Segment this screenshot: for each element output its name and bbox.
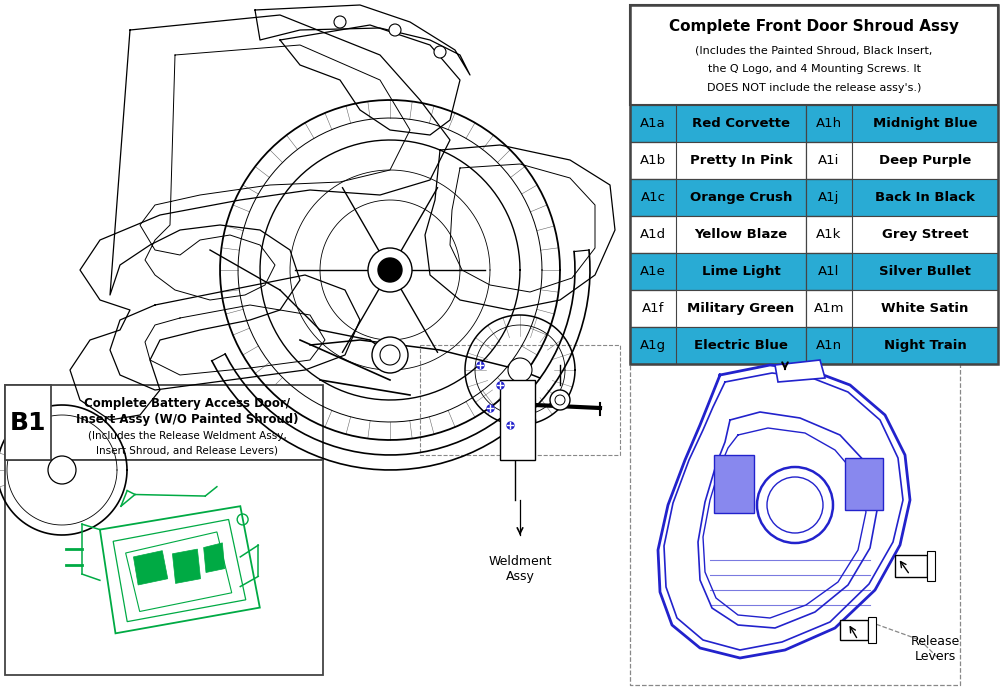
Text: Lime Light: Lime Light bbox=[702, 265, 780, 278]
Text: DOES NOT include the release assy's.): DOES NOT include the release assy's.) bbox=[707, 83, 921, 93]
Bar bbox=[806, 179, 998, 216]
Circle shape bbox=[555, 395, 565, 405]
Polygon shape bbox=[775, 360, 825, 382]
Text: Release
Levers: Release Levers bbox=[910, 635, 960, 663]
Bar bbox=[714, 455, 754, 513]
Text: A1b: A1b bbox=[640, 154, 666, 167]
Text: Insert Assy (W/O Painted Shroud): Insert Assy (W/O Painted Shroud) bbox=[76, 413, 298, 426]
Bar bbox=[806, 290, 998, 327]
Bar bbox=[806, 142, 998, 179]
Polygon shape bbox=[172, 549, 201, 584]
Circle shape bbox=[368, 248, 412, 292]
Text: the Q Logo, and 4 Mounting Screws. It: the Q Logo, and 4 Mounting Screws. It bbox=[708, 64, 920, 74]
Bar bbox=[630, 216, 806, 253]
Bar bbox=[806, 105, 998, 142]
Text: White Satin: White Satin bbox=[881, 302, 969, 315]
Text: (Includes the Release Weldment Assy,: (Includes the Release Weldment Assy, bbox=[88, 431, 286, 441]
Bar bbox=[806, 253, 852, 290]
Bar bbox=[630, 290, 806, 327]
Text: A1a: A1a bbox=[640, 117, 666, 130]
Bar bbox=[630, 5, 998, 105]
Bar bbox=[630, 327, 676, 364]
Text: Pretty In Pink: Pretty In Pink bbox=[690, 154, 792, 167]
Text: Red Corvette: Red Corvette bbox=[692, 117, 790, 130]
Bar bbox=[500, 380, 535, 460]
Circle shape bbox=[372, 337, 408, 373]
Bar bbox=[630, 290, 676, 327]
Circle shape bbox=[48, 456, 76, 484]
Bar bbox=[895, 555, 927, 577]
Polygon shape bbox=[133, 551, 168, 585]
Text: Grey Street: Grey Street bbox=[882, 228, 968, 241]
Text: A1m: A1m bbox=[814, 302, 844, 315]
Bar bbox=[845, 458, 883, 510]
Circle shape bbox=[434, 46, 446, 58]
Bar bbox=[630, 216, 676, 253]
Text: A1i: A1i bbox=[818, 154, 840, 167]
Bar bbox=[630, 253, 676, 290]
Bar bbox=[806, 105, 852, 142]
Text: Midnight Blue: Midnight Blue bbox=[873, 117, 977, 130]
Bar bbox=[5, 385, 51, 460]
Bar bbox=[806, 216, 998, 253]
Text: Orange Crush: Orange Crush bbox=[690, 191, 792, 204]
Circle shape bbox=[334, 16, 346, 28]
Circle shape bbox=[550, 390, 570, 410]
Bar bbox=[806, 142, 852, 179]
Bar bbox=[806, 216, 852, 253]
Text: Complete Front Door Shroud Assy: Complete Front Door Shroud Assy bbox=[669, 19, 959, 34]
Bar bbox=[630, 179, 806, 216]
Text: A1c: A1c bbox=[640, 191, 666, 204]
Text: A1j: A1j bbox=[818, 191, 840, 204]
Text: A1g: A1g bbox=[640, 339, 666, 352]
Text: A1l: A1l bbox=[818, 265, 840, 278]
Text: Weldment
Assy: Weldment Assy bbox=[488, 555, 552, 583]
Bar bbox=[927, 551, 935, 581]
Text: Back In Black: Back In Black bbox=[875, 191, 975, 204]
Bar bbox=[806, 327, 852, 364]
Text: Silver Bullet: Silver Bullet bbox=[879, 265, 971, 278]
Text: A1h: A1h bbox=[816, 117, 842, 130]
Text: Electric Blue: Electric Blue bbox=[694, 339, 788, 352]
Circle shape bbox=[389, 24, 401, 36]
Text: A1d: A1d bbox=[640, 228, 666, 241]
Bar bbox=[630, 105, 806, 142]
Bar bbox=[630, 327, 806, 364]
Circle shape bbox=[378, 258, 402, 282]
Bar bbox=[5, 460, 323, 675]
Bar bbox=[630, 253, 806, 290]
Text: B1: B1 bbox=[10, 411, 46, 435]
Bar bbox=[630, 142, 806, 179]
Text: Military Green: Military Green bbox=[687, 302, 795, 315]
Bar bbox=[840, 620, 868, 640]
Text: Insert Shroud, and Release Levers): Insert Shroud, and Release Levers) bbox=[96, 445, 278, 455]
Text: A1n: A1n bbox=[816, 339, 842, 352]
Bar bbox=[5, 385, 323, 460]
Circle shape bbox=[508, 358, 532, 382]
Text: (Includes the Painted Shroud, Black Insert,: (Includes the Painted Shroud, Black Inse… bbox=[695, 45, 933, 55]
Text: Complete Battery Access Door/: Complete Battery Access Door/ bbox=[84, 397, 290, 410]
Bar bbox=[630, 179, 676, 216]
Bar bbox=[630, 105, 676, 142]
Bar bbox=[806, 253, 998, 290]
Bar bbox=[630, 142, 676, 179]
Polygon shape bbox=[204, 543, 225, 573]
Text: A1k: A1k bbox=[816, 228, 842, 241]
Text: Deep Purple: Deep Purple bbox=[879, 154, 971, 167]
Text: A1e: A1e bbox=[640, 265, 666, 278]
Bar bbox=[868, 617, 876, 643]
Text: Yellow Blaze: Yellow Blaze bbox=[694, 228, 788, 241]
Bar bbox=[806, 290, 852, 327]
Text: A1f: A1f bbox=[642, 302, 664, 315]
Circle shape bbox=[380, 345, 400, 365]
Bar bbox=[806, 327, 998, 364]
Bar bbox=[806, 179, 852, 216]
Text: Night Train: Night Train bbox=[884, 339, 966, 352]
Bar bbox=[630, 5, 998, 364]
